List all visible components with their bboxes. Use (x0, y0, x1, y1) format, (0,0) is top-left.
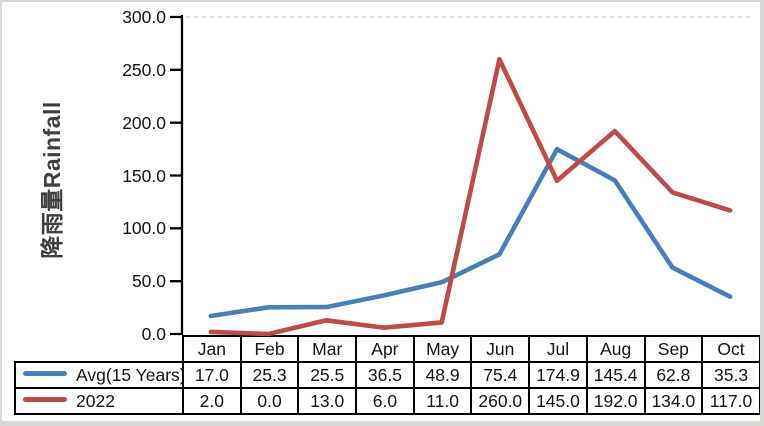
value-cell: 260.0 (470, 387, 531, 415)
value-cell: 11.0 (412, 387, 473, 415)
legend-cell: Avg(15 Years) (14, 361, 184, 389)
series-name: Avg(15 Years) (76, 364, 183, 385)
y-tick-label: 300.0 (122, 7, 166, 27)
value-cell: 145.4 (585, 361, 646, 389)
value-cell: 174.9 (528, 361, 588, 389)
month-header: Aug (585, 335, 646, 363)
series-line-avg (208, 146, 733, 319)
y-axis (170, 15, 184, 336)
data-table: Jan Feb Mar Apr May Jun Jul Aug Sep Oct Avg(15 Yea… (14, 335, 760, 415)
y-tick-label: 50.0 (131, 271, 166, 292)
table-corner-spacer (15, 336, 183, 362)
month-header: Feb (239, 335, 300, 363)
value-cell: 2.0 (182, 387, 242, 415)
value-cell: 25.5 (297, 361, 358, 389)
month-header: Jun (470, 335, 531, 363)
legend-key-avg (23, 371, 67, 377)
month-header: Mar (297, 335, 358, 363)
series-name: 2022 (76, 390, 115, 411)
month-header-row: Jan Feb Mar Apr May Jun Jul Aug Sep Oct (15, 335, 760, 363)
value-cell: 35.3 (701, 361, 760, 389)
value-cell: 17.0 (182, 361, 242, 389)
y-axis-title: 降雨量Rainfall (39, 101, 65, 259)
value-cell: 192.0 (585, 387, 646, 415)
value-cell: 134.0 (643, 387, 704, 415)
value-cell: 75.4 (470, 361, 531, 389)
value-cell: 0.0 (239, 387, 300, 415)
y-tick-label: 150.0 (122, 165, 166, 186)
table-row: 2022 2.0 0.0 13.0 6.0 11.0 260.0 145.0 192.0 134.… (14, 387, 760, 415)
y-tick-label: 0.0 (141, 324, 166, 344)
month-header: Sep (643, 335, 704, 363)
value-cell: 13.0 (297, 387, 358, 415)
value-cell: 36.5 (355, 361, 415, 389)
month-header: Apr (355, 335, 415, 363)
month-header: Jan (182, 335, 242, 363)
table-row: Avg(15 Years) 17.0 25.3 25.5 36.5 48.9 75.4 174… (14, 361, 760, 389)
value-cell: 145.0 (528, 387, 588, 415)
y-tick-label: 200.0 (122, 112, 166, 133)
value-cell: 25.3 (239, 361, 300, 389)
month-header: May (412, 335, 473, 363)
month-header: Oct (701, 335, 760, 363)
value-cell: 117.0 (701, 387, 760, 415)
value-cell: 48.9 (412, 361, 473, 389)
legend-key-2022 (23, 397, 67, 403)
y-tick-label: 100.0 (122, 218, 166, 239)
legend-cell: 2022 (14, 387, 184, 415)
series-line-2022 (208, 56, 733, 337)
value-cell: 62.8 (643, 361, 704, 389)
value-cell: 6.0 (355, 387, 415, 415)
month-header: Jul (528, 335, 588, 363)
y-tick-label: 250.0 (122, 59, 166, 80)
